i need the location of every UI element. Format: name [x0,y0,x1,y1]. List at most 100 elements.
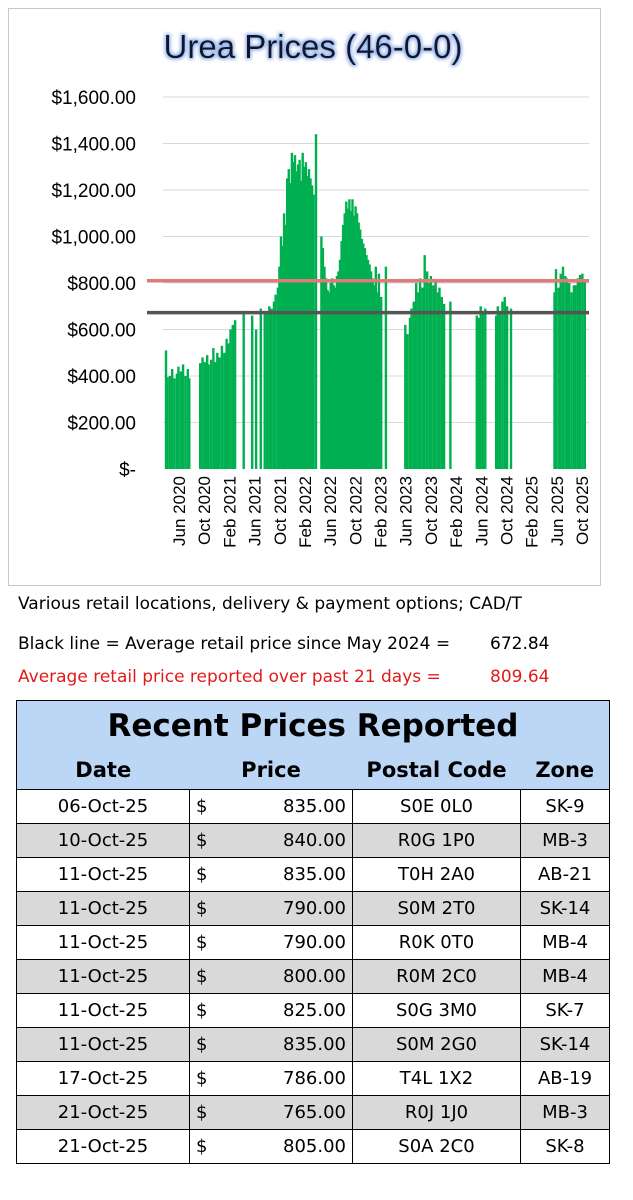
price-bar [369,271,373,469]
price-bar [408,317,412,469]
price-amount: 790.00 [283,932,346,953]
price-bar [345,201,348,469]
price-bar [440,296,443,469]
price-bar [380,296,383,469]
price-bar [432,285,435,469]
price-bar [412,301,415,469]
cell-price: $805.00 [189,1129,353,1164]
cell-date: 21-Oct-25 [16,1129,190,1164]
price-bar [568,283,571,469]
price-bar [341,224,345,469]
price-bar [404,324,407,469]
price-bar [418,278,422,469]
price-bar [423,255,426,469]
y-tick-label: $1,200.00 [51,181,136,202]
cell-price: $790.00 [189,925,353,960]
price-bar [421,287,424,469]
price-bar [338,259,342,470]
x-tick-label: Oct 2024 [497,476,516,545]
price-bar [484,308,487,469]
currency-symbol: $ [196,1102,208,1123]
price-bar [278,266,281,469]
cell-price: $835.00 [189,857,353,892]
price-bar [368,264,371,469]
price-amount: 835.00 [283,1034,346,1055]
bars [164,134,586,470]
currency-symbol: $ [196,966,208,987]
price-bar [164,350,168,469]
table-row: 21-Oct-25 $805.00 S0A 2C0 SK-8 [16,1129,610,1164]
price-bar [479,306,482,470]
table-row: 06-Oct-25 $835.00 S0E 0L0 SK-9 [16,789,610,824]
price-bar [553,292,556,469]
price-bar [442,303,446,469]
price-bar [496,306,499,470]
cell-date: 11-Oct-25 [16,1027,190,1062]
price-bar [335,276,339,469]
x-tick-label: Jun 2021 [246,476,265,546]
x-tick-label: Jun 2025 [548,476,567,546]
price-bar [220,345,224,469]
price-bar [263,313,266,469]
x-tick-label: Jun 2022 [321,476,340,546]
table-row: 21-Oct-25 $765.00 R0J 1J0 MB-3 [16,1095,610,1130]
price-bar [352,215,356,469]
price-amount: 800.00 [283,966,346,987]
price-bar [281,245,284,469]
price-bar [554,269,558,469]
price-bar [374,266,377,469]
price-bar [296,164,300,469]
currency-symbol: $ [196,796,208,817]
price-bar [265,310,269,469]
cell-zone: SK-7 [520,993,610,1028]
price-bar [324,278,328,469]
chart-title: Urea Prices (46-0-0) [164,28,463,65]
price-bar [429,276,433,469]
price-bar [326,290,329,469]
cell-zone: AB-19 [520,1061,610,1096]
price-amount: 805.00 [283,1136,346,1157]
table-row: 11-Oct-25 $800.00 R0M 2C0 MB-4 [16,959,610,994]
price-amount: 786.00 [283,1068,346,1089]
y-tick-label: $- [119,460,136,481]
x-tick-label: Jun 2023 [397,476,416,546]
cell-price: $786.00 [189,1061,353,1096]
price-bar [199,363,202,469]
header-zone: Zone [520,751,610,790]
cell-zone: SK-8 [520,1129,610,1164]
price-bar [565,278,569,469]
x-tick-label: Feb 2024 [447,476,466,548]
recent-prices-table-wrap: Recent Prices Reported Date Price Postal… [16,700,610,1164]
cell-date: 11-Oct-25 [16,959,190,994]
price-bar [477,317,481,469]
x-tick-label: Jun 2024 [472,476,491,546]
price-bar [320,236,323,469]
price-bar [561,266,565,469]
price-bar [304,162,308,469]
price-bar [292,162,295,469]
x-tick-label: Feb 2021 [220,476,239,548]
price-bar [329,283,332,469]
currency-symbol: $ [196,1034,208,1055]
price-bar [276,287,280,469]
price-amount: 835.00 [283,864,346,885]
x-tick-label: Feb 2023 [372,476,391,548]
price-bar [231,324,234,469]
price-bar [216,352,219,470]
price-bar [229,329,232,469]
price-bar [425,271,429,469]
price-bar [186,369,189,469]
price-bar [177,366,180,469]
price-bar [179,371,182,469]
currency-symbol: $ [196,1000,208,1021]
price-bar [223,352,226,470]
price-bar [254,329,258,469]
price-bar [359,229,362,469]
cell-price: $835.00 [189,1027,353,1062]
price-bar [300,180,303,469]
cell-date: 06-Oct-25 [16,789,190,824]
table-title: Recent Prices Reported [16,700,610,751]
price-bar [481,310,485,469]
price-bar [270,308,273,469]
cell-date: 10-Oct-25 [16,823,190,858]
